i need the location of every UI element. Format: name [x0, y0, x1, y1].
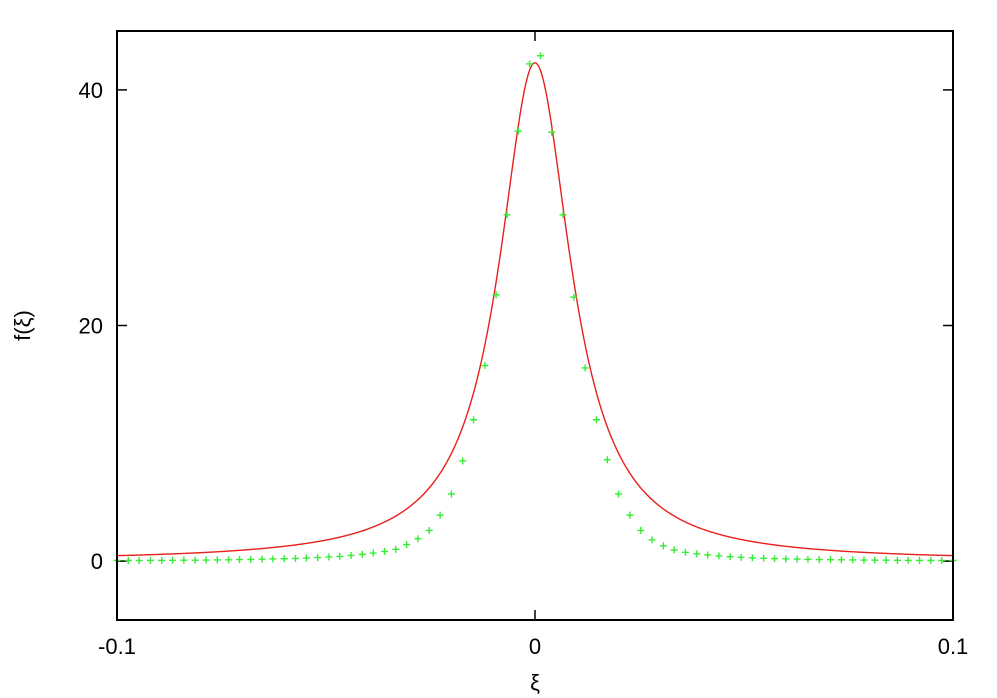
data-point-marker	[726, 553, 734, 561]
data-point-marker	[615, 490, 623, 498]
data-point-marker	[291, 554, 299, 562]
data-point-marker	[169, 556, 177, 564]
data-point-marker	[548, 128, 556, 136]
data-point-marker	[581, 364, 589, 372]
data-point-marker	[659, 542, 667, 550]
data-point-marker	[492, 291, 500, 299]
data-point-marker	[403, 541, 411, 549]
data-point-marker	[637, 526, 645, 534]
data-point-marker	[302, 554, 310, 562]
data-point-marker	[358, 550, 366, 558]
data-point-marker	[771, 555, 779, 563]
data-point-marker	[191, 556, 199, 564]
data-point-marker	[280, 555, 288, 563]
y-tick-label: 0	[91, 549, 103, 574]
data-point-marker	[158, 556, 166, 564]
data-point-marker	[514, 127, 522, 135]
data-point-marker	[459, 457, 467, 465]
data-point-marker	[626, 511, 634, 519]
data-point-marker	[481, 362, 489, 370]
points-layer	[113, 52, 957, 565]
x-tick-label: 0.1	[938, 634, 969, 659]
data-point-marker	[381, 547, 389, 555]
data-point-marker	[849, 556, 857, 564]
data-point-marker	[180, 556, 188, 564]
data-point-marker	[258, 555, 266, 563]
data-point-marker	[837, 556, 845, 564]
data-point-marker	[447, 490, 455, 498]
data-point-marker	[235, 556, 243, 564]
data-point-marker	[247, 555, 255, 563]
data-point-marker	[124, 557, 132, 565]
data-point-marker	[146, 556, 154, 564]
data-point-marker	[648, 536, 656, 544]
data-point-marker	[715, 552, 723, 560]
labels-layer: -0.1 0 0.1 0 20 40	[79, 78, 969, 659]
y-tick-label: 20	[79, 314, 103, 339]
data-point-marker	[603, 456, 611, 464]
data-point-marker	[570, 293, 578, 301]
data-point-marker	[470, 416, 478, 424]
data-point-marker	[536, 52, 544, 60]
x-tick-label: -0.1	[98, 634, 136, 659]
data-point-marker	[526, 60, 534, 68]
data-point-marker	[904, 556, 912, 564]
data-point-marker	[793, 555, 801, 563]
data-point-marker	[782, 555, 790, 563]
data-point-marker	[325, 553, 333, 561]
data-point-marker	[938, 557, 946, 565]
data-point-marker	[827, 556, 835, 564]
data-point-marker	[815, 556, 823, 564]
data-point-marker	[314, 554, 322, 562]
data-point-marker	[860, 556, 868, 564]
data-point-marker	[269, 555, 277, 563]
data-point-marker	[748, 554, 756, 562]
data-point-marker	[804, 555, 812, 563]
data-point-marker	[225, 556, 233, 564]
data-point-marker	[693, 550, 701, 558]
data-point-marker	[893, 556, 901, 564]
data-point-marker	[882, 556, 890, 564]
data-point-marker	[916, 556, 924, 564]
data-point-marker	[737, 553, 745, 561]
y-tick-label: 40	[79, 78, 103, 103]
curve-layer	[116, 62, 954, 557]
data-point-marker	[760, 554, 768, 562]
data-point-marker	[347, 551, 355, 559]
x-axis-title: ξ	[530, 670, 540, 695]
data-point-marker	[704, 551, 712, 559]
data-point-marker	[592, 416, 600, 424]
data-point-marker	[135, 557, 143, 565]
data-point-marker	[392, 545, 400, 553]
ticks-layer	[116, 31, 954, 620]
data-point-marker	[927, 557, 935, 565]
data-point-marker	[425, 526, 433, 534]
fit-curve-line	[116, 62, 954, 557]
x-tick-label: 0	[529, 634, 541, 659]
data-point-marker	[414, 535, 422, 543]
y-axis-title: f(ξ)	[10, 310, 35, 341]
data-point-marker	[213, 556, 221, 564]
data-point-marker	[336, 552, 344, 560]
data-point-marker	[369, 549, 377, 557]
data-point-marker	[871, 556, 879, 564]
data-point-marker	[202, 556, 210, 564]
data-point-marker	[670, 546, 678, 554]
data-point-marker	[436, 511, 444, 519]
plot-frame	[116, 30, 954, 621]
data-point-marker	[503, 211, 511, 219]
data-point-marker	[559, 211, 567, 219]
data-point-marker	[681, 548, 689, 556]
